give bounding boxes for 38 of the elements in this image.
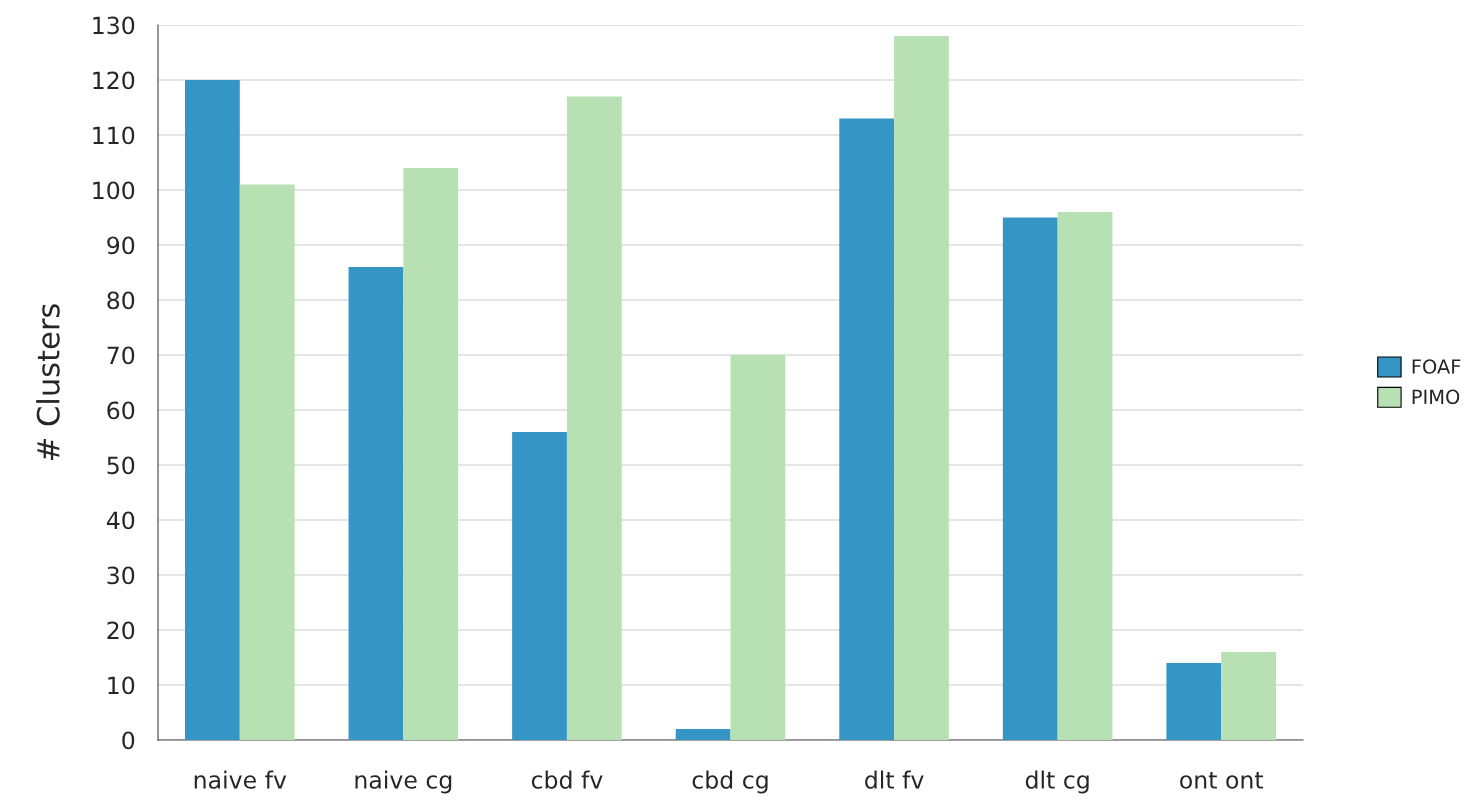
bar (1166, 663, 1222, 740)
y-tick-label: 10 (108, 676, 135, 695)
y-tick-label: 40 (106, 511, 135, 530)
bar (839, 118, 895, 740)
bar (1221, 652, 1277, 740)
bar (403, 168, 459, 740)
bar (512, 432, 567, 740)
bar (675, 729, 731, 740)
x-tick-label: cbd fv (531, 770, 603, 789)
x-tick-label: naive fv (194, 770, 287, 789)
bar (1057, 212, 1113, 740)
x-tick-label: dlt cg (1025, 770, 1089, 794)
y-tick-label: 50 (107, 456, 135, 475)
y-tick-label: 60 (107, 401, 135, 420)
y-tick-label: 90 (107, 236, 135, 255)
bar (184, 80, 240, 740)
bar (894, 36, 949, 740)
bar (348, 267, 404, 740)
y-tick-label: 80 (107, 291, 135, 310)
legend-label: FOAF (1412, 359, 1461, 374)
legend-label: PIMO (1412, 389, 1460, 405)
x-tick-label: cbd cg (692, 770, 768, 794)
x-tick-label: naive cg (355, 770, 452, 794)
bar (1002, 217, 1058, 740)
y-axis-title: # Clusters (36, 304, 60, 460)
bar (566, 96, 622, 740)
x-tick-label: ont ont (1180, 771, 1264, 789)
y-tick-label: 20 (107, 621, 135, 640)
x-tick-label: dlt fv (865, 770, 924, 789)
y-tick-label: 30 (107, 566, 135, 585)
bar (730, 355, 786, 740)
y-tick-label: 120 (93, 71, 135, 90)
y-tick-label: 0 (122, 731, 135, 750)
bar (239, 184, 295, 740)
y-tick-label: 130 (93, 16, 135, 35)
y-tick-label: 100 (93, 181, 135, 200)
y-tick-label: 110 (93, 126, 135, 145)
y-tick-label: 70 (107, 346, 135, 365)
